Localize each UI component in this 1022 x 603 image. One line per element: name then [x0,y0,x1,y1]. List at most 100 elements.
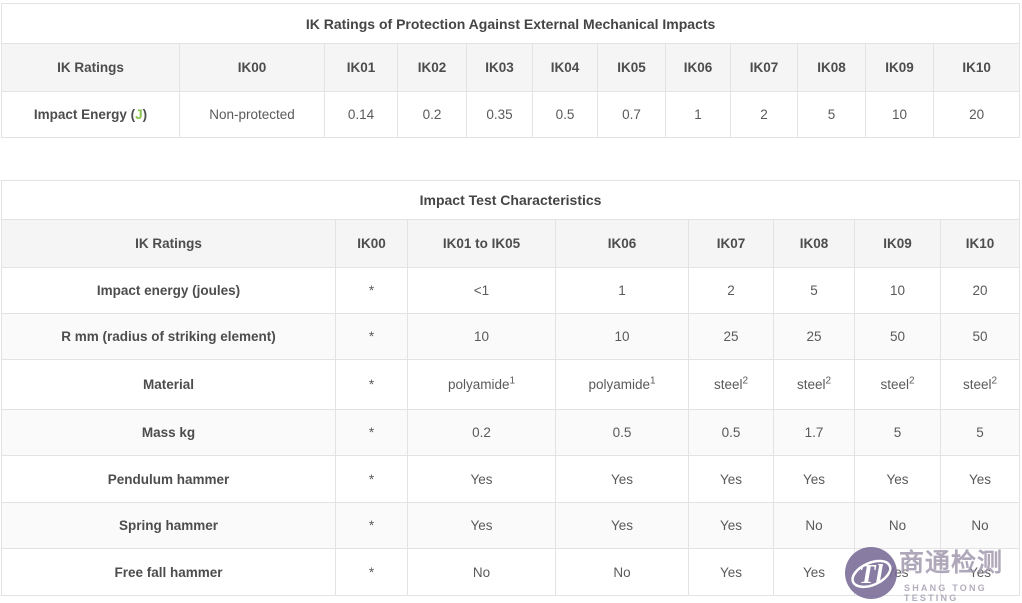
table-cell: 0.35 [466,91,533,138]
column-header: IK08 [773,219,855,268]
table-cell: Yes [854,455,941,503]
table-cell: polyamide1 [407,359,556,410]
table2-title-row: Impact Test Characteristics [0,180,1021,220]
table-row: Impact energy (joules) * <1 1 2 5 10 20 [1,267,1021,314]
table-cell: 0.5 [555,409,689,456]
table-row: Material * polyamide1 polyamide1 steel2 steel… [1,359,1021,410]
column-header: IK02 [397,43,467,92]
table-row: Impact Energy (J) Non-protected 0.14 0.2 0.3… [1,91,1021,138]
superscript-note: 2 [908,375,915,387]
table-cell: 0.5 [688,409,774,456]
row-label: R mm (radius of striking element) [1,313,336,360]
ik-ratings-table: IK Ratings of Protection Against Externa… [0,3,1021,138]
table-cell: 20 [939,267,1021,314]
table-cell: Yes [688,548,774,596]
row-label-column-header: IK Ratings [1,219,336,268]
table2-title: Impact Test Characteristics [0,180,1021,220]
table-row: Pendulum hammer * Yes Yes Yes Yes Yes Yes [1,455,1021,503]
table-cell: 25 [773,313,855,360]
row-label-text: Impact Energy ( [33,107,136,122]
table-cell: Yes [939,548,1021,596]
row-label-text: ) [142,107,148,122]
table-cell: 2 [688,267,774,314]
table-cell: 1 [665,91,731,138]
row-label: Material [1,359,336,410]
table-cell: * [335,409,408,456]
table-cell: * [335,502,408,549]
table-cell: steel2 [773,359,855,410]
table-cell: steel2 [854,359,941,410]
column-header: IK04 [532,43,598,92]
table-cell: 0.5 [532,91,598,138]
table-cell: * [335,455,408,503]
column-header: IK01 [324,43,398,92]
table-cell: 0.7 [597,91,666,138]
table-cell: 10 [555,313,689,360]
table-cell: steel2 [688,359,774,410]
table-cell: Yes [555,502,689,549]
table-row: Spring hammer * Yes Yes Yes No No No [1,502,1021,549]
table-cell: 25 [688,313,774,360]
table-cell: Yes [773,455,855,503]
column-header: IK05 [597,43,666,92]
table-cell: No [854,502,941,549]
table-cell: No [407,548,556,596]
table-cell: 5 [773,267,855,314]
table-cell: * [335,313,408,360]
column-header: IK09 [865,43,934,92]
table-cell: 1 [555,267,689,314]
table-cell: Yes [688,502,774,549]
unit-joule-label: J [135,107,143,122]
row-label: Impact Energy (J) [1,91,180,138]
table-cell: 0.2 [397,91,467,138]
table-cell: polyamide1 [555,359,689,410]
table-cell: 20 [932,91,1021,138]
impact-test-characteristics-table: Impact Test Characteristics IK Ratings IK… [0,180,1021,596]
table-row: R mm (radius of striking element) * 10 10 25… [1,313,1021,360]
column-header: IK07 [688,219,774,268]
row-label: Pendulum hammer [1,455,336,503]
table-cell: Yes [407,455,556,503]
table-cell: 10 [865,91,934,138]
table-cell: <1 [407,267,556,314]
superscript-note: 1 [649,375,656,387]
row-label: Free fall hammer [1,548,336,596]
table-cell: 0.14 [324,91,398,138]
column-header: IK06 [555,219,689,268]
table-cell: 1.7 [773,409,855,456]
table-cell: 5 [854,409,941,456]
row-label: Impact energy (joules) [1,267,336,314]
row-label: Spring hammer [1,502,336,549]
column-header: IK07 [730,43,798,92]
table-cell: * [335,267,408,314]
table-cell: steel2 [939,359,1021,410]
table-cell: 50 [854,313,941,360]
table-row: Mass kg * 0.2 0.5 0.5 1.7 5 5 [1,409,1021,456]
table1-title: IK Ratings of Protection Against Externa… [0,3,1021,44]
table-cell: Yes [773,548,855,596]
table-cell: Yes [688,455,774,503]
column-header: IK08 [797,43,866,92]
table-cell: 0.2 [407,409,556,456]
table1-title-row: IK Ratings of Protection Against Externa… [0,3,1021,44]
column-header: IK01 to IK05 [407,219,556,268]
table-cell: No [939,502,1021,549]
table-cell: Yes [407,502,556,549]
table-cell: 5 [939,409,1021,456]
table-cell: 10 [854,267,941,314]
superscript-note: 2 [991,375,998,387]
column-header: IK09 [854,219,941,268]
column-header: IK10 [939,219,1021,268]
table-cell: 2 [730,91,798,138]
table-cell: Yes [555,455,689,503]
superscript-note: 1 [509,375,516,387]
superscript-note: 2 [742,375,749,387]
row-label: Mass kg [1,409,336,456]
table-cell: Non-protected [179,91,325,138]
column-header: IK03 [466,43,533,92]
table-cell: 5 [797,91,866,138]
row-label-column-header: IK Ratings [1,43,180,92]
column-header: IK10 [932,43,1021,92]
table-cell: 10 [407,313,556,360]
